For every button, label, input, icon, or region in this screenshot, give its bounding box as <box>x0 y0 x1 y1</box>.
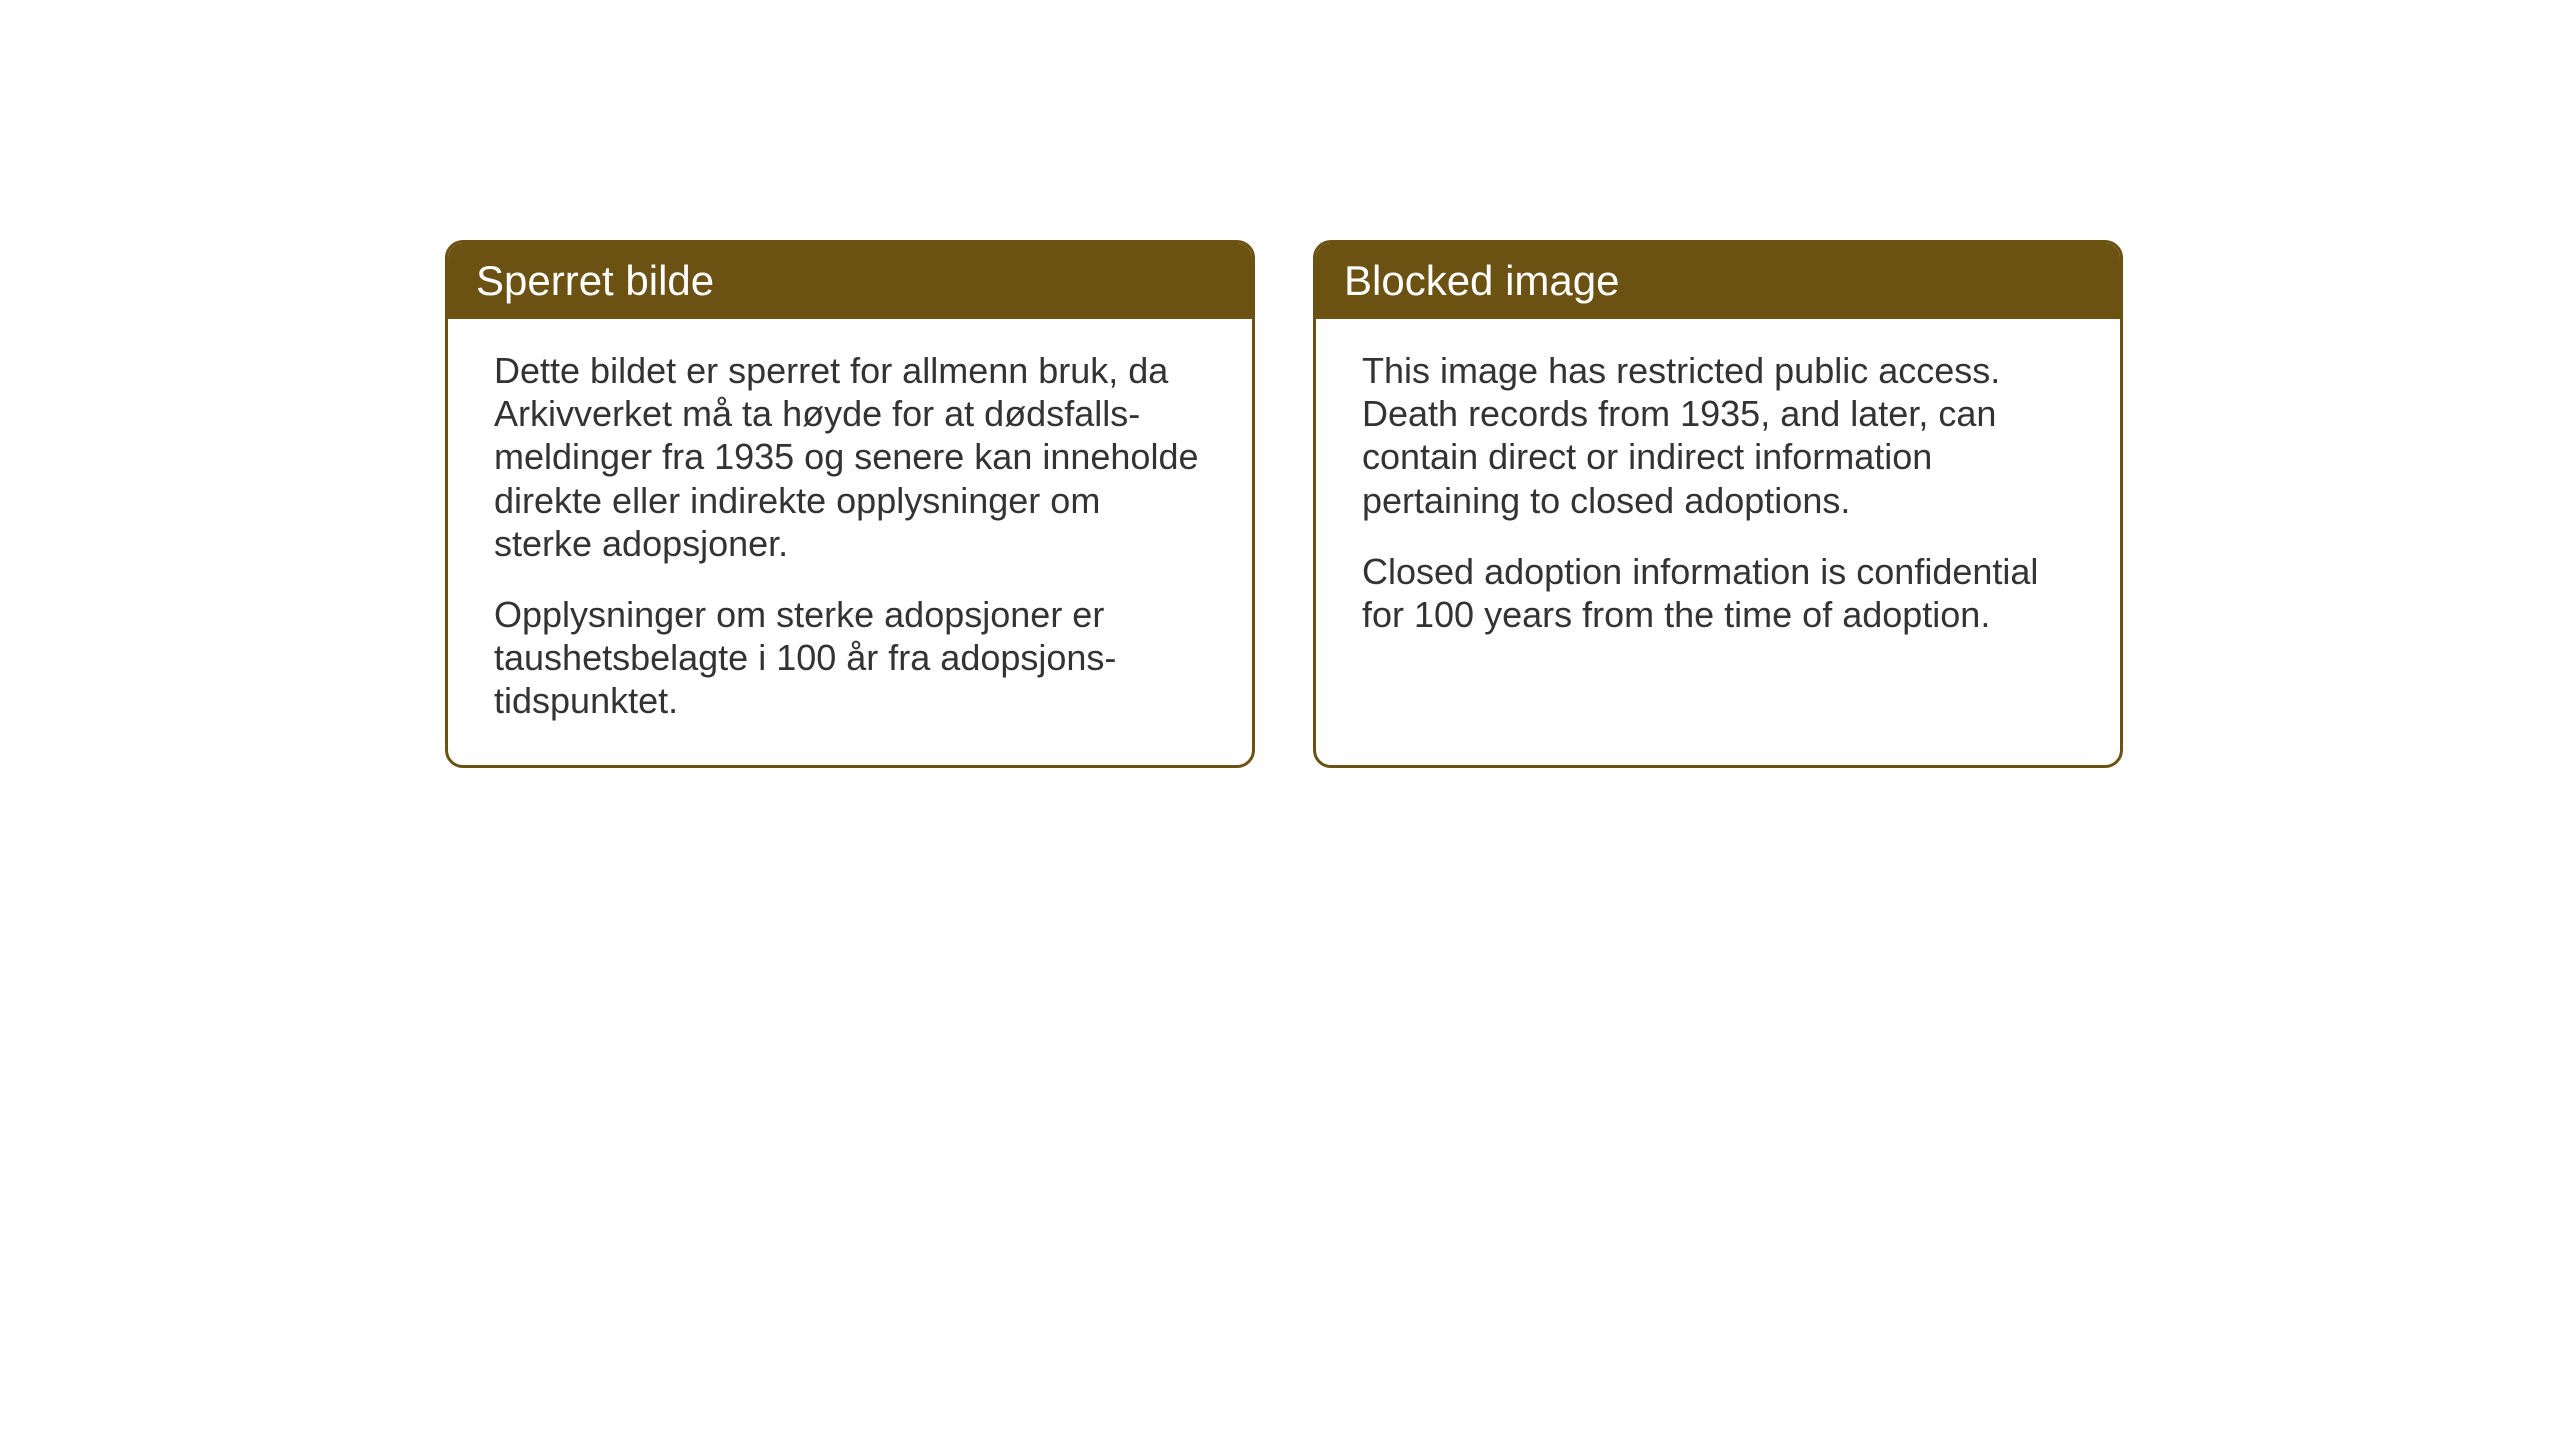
card-title-norwegian: Sperret bilde <box>476 257 714 304</box>
card-paragraph-1-norwegian: Dette bildet er sperret for allmenn bruk… <box>494 349 1206 565</box>
notice-cards-container: Sperret bilde Dette bildet er sperret fo… <box>445 240 2123 768</box>
card-paragraph-2-norwegian: Opplysninger om sterke adopsjoner er tau… <box>494 593 1206 723</box>
notice-card-norwegian: Sperret bilde Dette bildet er sperret fo… <box>445 240 1255 768</box>
card-header-norwegian: Sperret bilde <box>448 243 1252 319</box>
card-title-english: Blocked image <box>1344 257 1619 304</box>
card-header-english: Blocked image <box>1316 243 2120 319</box>
card-body-norwegian: Dette bildet er sperret for allmenn bruk… <box>448 319 1252 765</box>
card-paragraph-2-english: Closed adoption information is confident… <box>1362 550 2074 636</box>
notice-card-english: Blocked image This image has restricted … <box>1313 240 2123 768</box>
card-paragraph-1-english: This image has restricted public access.… <box>1362 349 2074 522</box>
card-body-english: This image has restricted public access.… <box>1316 319 2120 678</box>
